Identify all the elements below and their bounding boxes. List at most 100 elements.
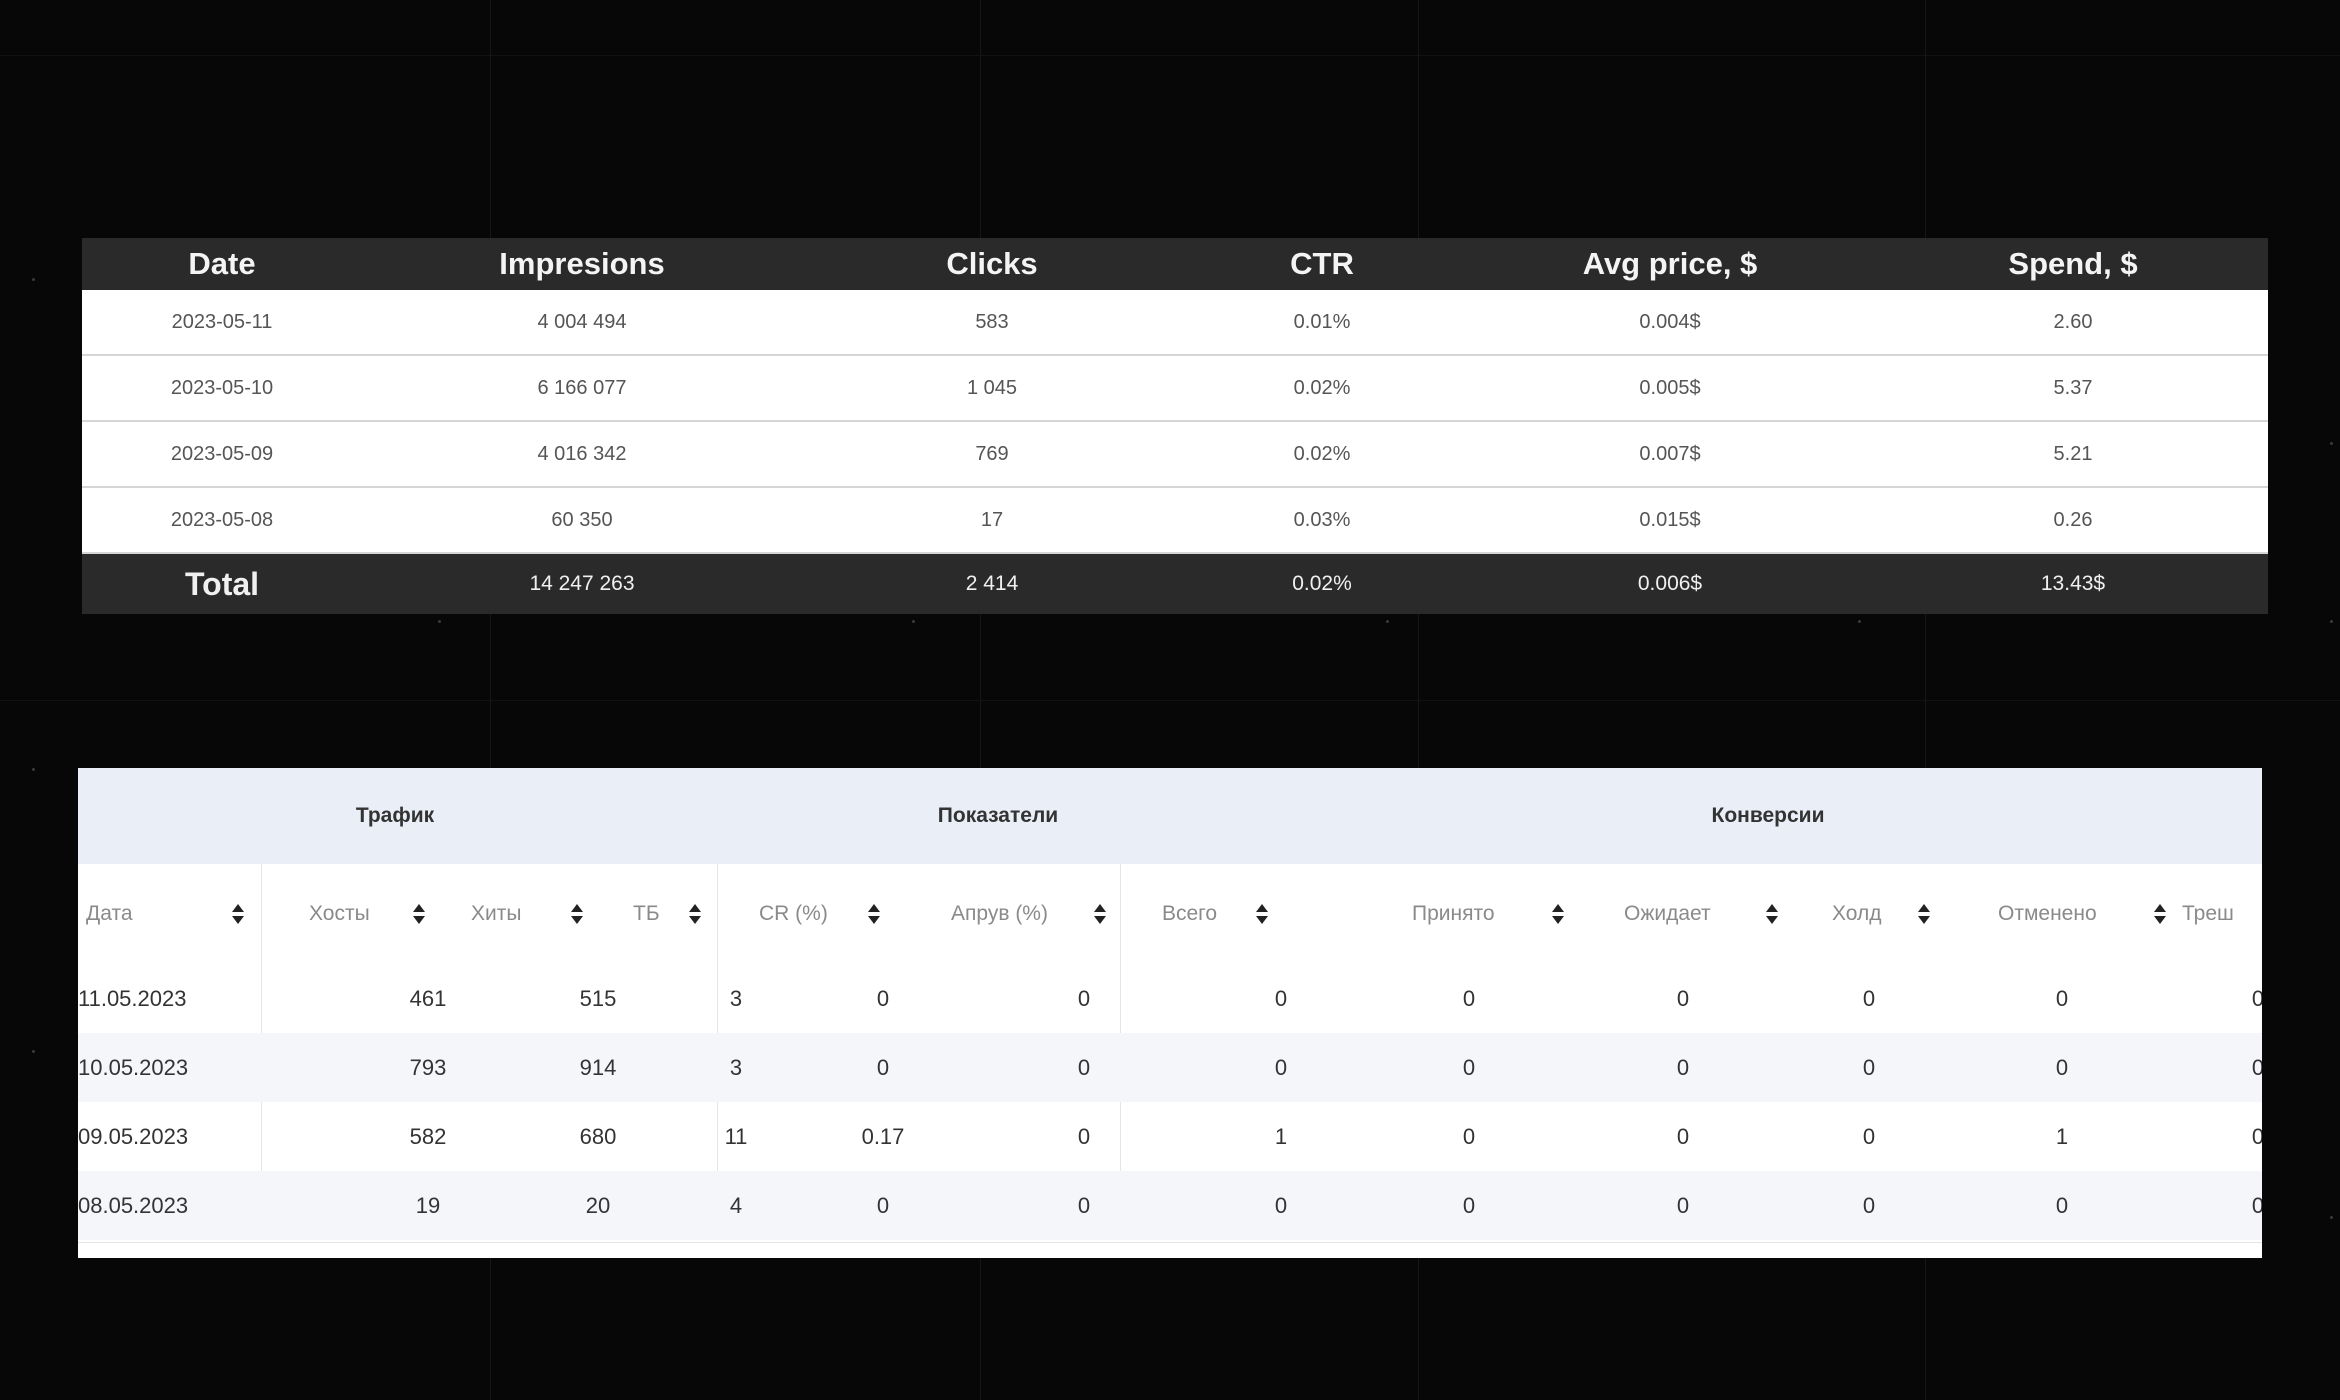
sort-icon[interactable] [866, 902, 882, 926]
column-header-label: Холд [1832, 902, 1882, 925]
cell-spend: 2.60 [1878, 290, 2268, 356]
conversion-stats-table: Трафик Показатели Конверсии Дата Хосты Х… [78, 768, 2262, 1258]
column-header-label: Хосты [309, 902, 370, 925]
cell-approve: 0 [1077, 986, 1091, 1011]
table-row: 09.05.2023 582 680 11 0.17 0 1 0 0 0 1 0 [78, 1102, 2262, 1171]
cell-ctr: 0.02% [1182, 421, 1462, 488]
cell-cancelled: 0 [2055, 986, 2069, 1011]
column-divider [717, 864, 718, 1196]
column-header-total[interactable]: Всего [1120, 864, 1360, 964]
cell-date: 11.05.2023 [78, 986, 187, 1011]
sort-icon[interactable] [411, 902, 427, 926]
cell-cr: 0 [876, 1193, 890, 1218]
column-header-label: Принято [1412, 902, 1495, 925]
column-header-hold[interactable]: Холд [1788, 864, 1938, 964]
column-header-label: ТБ [633, 902, 660, 925]
table-row: 2023-05-09 4 016 342 769 0.02% 0.007$ 5.… [82, 421, 2268, 488]
cell-date: 2023-05-10 [82, 355, 362, 422]
cell-total: 1 [1274, 1124, 1288, 1149]
background-dot [2330, 442, 2333, 445]
background-dot [912, 620, 915, 623]
column-header-cancelled[interactable]: Отменено [1938, 864, 2166, 964]
cell-date: 2023-05-09 [82, 421, 362, 488]
cell-impressions: 6 166 077 [362, 355, 802, 422]
column-header-hosts[interactable]: Хосты [261, 864, 441, 964]
cell-spend: 5.21 [1878, 421, 2268, 488]
cell-tb: 11 [724, 1124, 748, 1149]
cell-trash: 0 [2251, 1055, 2262, 1080]
cell-total: 0 [1274, 1193, 1288, 1218]
cell-ctr: 0.01% [1182, 290, 1462, 356]
cell-hosts: 582 [409, 1124, 447, 1149]
group-header-row: Трафик Показатели Конверсии [78, 768, 2262, 864]
group-metrics: Показатели [937, 804, 1059, 827]
sort-icon[interactable] [1092, 902, 1108, 926]
column-header-tb[interactable]: ТБ [601, 864, 717, 964]
table-row: 2023-05-08 60 350 17 0.03% 0.015$ 0.26 [82, 487, 2268, 554]
stats-header-row: Date Impresions Clicks CTR Avg price, $ … [82, 238, 2268, 290]
column-header-pending[interactable]: Ожидает [1558, 864, 1788, 964]
background-dot [32, 768, 35, 771]
sort-icon[interactable] [230, 902, 246, 926]
sort-icon[interactable] [687, 902, 703, 926]
column-header-trash[interactable]: Треш [2138, 864, 2262, 964]
cell-hits: 914 [579, 1055, 617, 1080]
cell-trash: 0 [2251, 1124, 2262, 1149]
cell-impressions: 60 350 [362, 487, 802, 554]
header-ctr: CTR [1182, 238, 1462, 290]
cell-avg-price: 0.007$ [1462, 421, 1878, 488]
column-header-approve[interactable]: Апрув (%) [917, 864, 1120, 964]
cell-approve: 0 [1077, 1193, 1091, 1218]
cell-impressions: 4 016 342 [362, 421, 802, 488]
cell-clicks: 583 [802, 290, 1182, 356]
header-spend: Spend, $ [1878, 238, 2268, 290]
sort-icon[interactable] [2152, 902, 2168, 926]
cell-cr: 0 [876, 1055, 890, 1080]
sort-icon[interactable] [1764, 902, 1780, 926]
cell-spend: 0.26 [1878, 487, 2268, 554]
total-label: Total [82, 553, 362, 614]
column-divider [1120, 864, 1121, 1196]
table-row: 2023-05-11 4 004 494 583 0.01% 0.004$ 2.… [82, 290, 2268, 356]
cell-cr: 0 [876, 986, 890, 1011]
cell-accepted: 0 [1462, 986, 1476, 1011]
cell-trash: 0 [2251, 986, 2262, 1011]
column-header-label: CR (%) [759, 902, 828, 925]
cell-total: 0 [1274, 1055, 1288, 1080]
column-header-cr[interactable]: CR (%) [717, 864, 917, 964]
cell-hold: 0 [1862, 1193, 1876, 1218]
cell-hold: 0 [1862, 986, 1876, 1011]
cell-pending: 0 [1676, 1193, 1690, 1218]
sort-icon[interactable] [1550, 902, 1566, 926]
group-traffic: Трафик [355, 804, 435, 827]
column-header-label: Дата [86, 902, 133, 925]
sort-icon[interactable] [569, 902, 585, 926]
total-impressions: 14 247 263 [362, 553, 802, 614]
total-ctr: 0.02% [1182, 553, 1462, 614]
cell-hits: 20 [585, 1193, 611, 1218]
background-dot [438, 620, 441, 623]
cell-avg-price: 0.015$ [1462, 487, 1878, 554]
column-header-date[interactable]: Дата [78, 864, 261, 964]
sort-icon[interactable] [1916, 902, 1932, 926]
table-row: 11.05.2023 461 515 3 0 0 0 0 0 0 0 0 [78, 964, 2262, 1033]
table-bottom-border [78, 1242, 2262, 1243]
cell-cancelled: 0 [2055, 1193, 2069, 1218]
cell-cancelled: 1 [2055, 1124, 2069, 1149]
column-header-label: Апрув (%) [951, 902, 1048, 925]
cell-approve: 0 [1077, 1124, 1091, 1149]
column-header-hits[interactable]: Хиты [441, 864, 601, 964]
cell-trash: 0 [2251, 1193, 2262, 1218]
group-conversions: Конверсии [1711, 804, 1825, 827]
cell-date: 09.05.2023 [78, 1124, 189, 1149]
column-header-label: Всего [1162, 902, 1218, 925]
cell-clicks: 17 [802, 487, 1182, 554]
column-header-label: Хиты [471, 902, 522, 925]
background-dot [1386, 620, 1389, 623]
sort-icon[interactable] [1254, 902, 1270, 926]
column-header-accepted[interactable]: Принято [1360, 864, 1564, 964]
column-divider [261, 864, 262, 1196]
cell-cr: 0.17 [861, 1124, 905, 1149]
cell-date: 2023-05-11 [82, 290, 362, 356]
cell-hold: 0 [1862, 1124, 1876, 1149]
